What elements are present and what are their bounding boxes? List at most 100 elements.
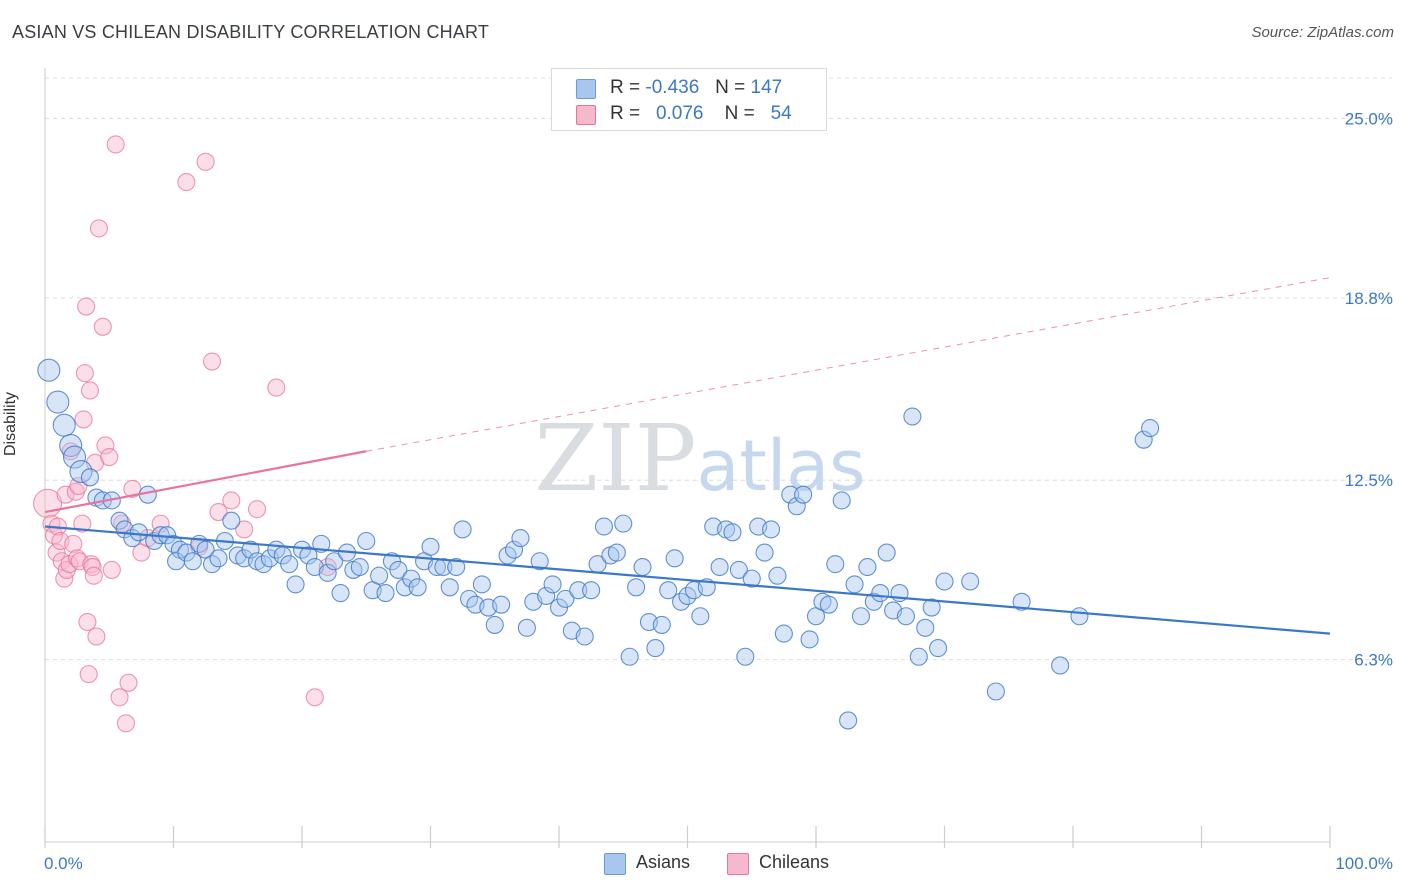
asians-point [543, 575, 562, 594]
chileans-point [119, 673, 138, 692]
asians-point [736, 647, 755, 666]
asians-point [896, 607, 916, 626]
chileans-point [74, 410, 93, 429]
asians-point [504, 540, 524, 559]
asians-point [350, 557, 369, 577]
asians-point [421, 537, 440, 556]
chileans-point [80, 381, 100, 400]
chileans-legend-swatch [727, 853, 749, 875]
chileans-point [93, 317, 112, 336]
asians-point [511, 529, 530, 548]
asians-point [318, 563, 337, 582]
asians-point [742, 569, 761, 588]
r-value: -0.436 [645, 77, 700, 98]
source-label: Source: ZipAtlas.com [1251, 24, 1394, 41]
asians-point [729, 560, 748, 579]
y-tick-label: 12.5% [1345, 471, 1393, 490]
asians-point [755, 543, 774, 562]
asians-point [569, 581, 588, 600]
asians-point [370, 566, 389, 585]
asians-point [575, 627, 594, 646]
asians-point [1051, 656, 1070, 675]
asians-point [537, 586, 556, 606]
stats-legend: R = -0.436 N = 147 R = 0.076 N = 54 [551, 68, 827, 131]
asians-point [80, 468, 100, 487]
asians-point [909, 647, 928, 666]
asians-point [961, 572, 980, 591]
asians-point [1070, 607, 1089, 626]
asians-point [408, 578, 427, 597]
asians-point [129, 523, 148, 542]
asians-point [556, 589, 575, 608]
asians-point [357, 531, 376, 551]
asians-point [209, 549, 228, 568]
x-tick-label: 100.0% [1335, 854, 1393, 873]
asians-point [1134, 430, 1153, 449]
legend-label-asians: Asians [636, 852, 691, 872]
asians-point [646, 639, 665, 658]
chileans-point [89, 219, 109, 238]
chileans-point [222, 491, 241, 510]
chileans-point [196, 152, 215, 171]
chileans-point [56, 485, 75, 504]
asians-point [63, 445, 87, 469]
r-label: R = [610, 103, 641, 124]
asians-point [761, 520, 781, 539]
asians-point [1012, 592, 1031, 611]
asians-point [659, 581, 678, 600]
chileans-point [305, 688, 324, 707]
asians-point [781, 485, 800, 504]
chileans-point [110, 688, 129, 707]
chileans-point [73, 514, 92, 533]
asians-point [652, 615, 671, 634]
asians-point [485, 615, 504, 634]
asians-point [794, 485, 813, 504]
asians-legend-swatch [604, 853, 626, 875]
asians-point [183, 552, 202, 571]
chileans-point [96, 436, 115, 455]
asians-point [530, 552, 549, 571]
asians-swatch [576, 79, 596, 99]
axes [44, 68, 1331, 848]
asians-point [858, 557, 877, 577]
y-tick-label: 18.8% [1345, 289, 1393, 308]
asians-point [877, 543, 896, 562]
asians-point [935, 572, 954, 591]
asians-point [607, 543, 626, 562]
asians-point [46, 390, 70, 414]
chileans-swatch [576, 105, 596, 125]
chileans-point [77, 297, 96, 316]
chileans-point [116, 714, 136, 733]
trend-lines [44, 277, 1331, 635]
asians-point [582, 581, 601, 600]
asians-point [845, 575, 864, 594]
chileans-point [47, 543, 66, 562]
chileans-point [235, 520, 254, 539]
chileans-points [33, 135, 337, 733]
asians-trend-line [44, 525, 1331, 635]
r-label: R = [610, 77, 641, 98]
asians-point [37, 358, 61, 382]
chileans-point [177, 173, 196, 192]
asians-point [69, 459, 93, 484]
asians-point [453, 520, 472, 539]
asians-point [440, 578, 459, 597]
legend-label-chileans: Chileans [759, 852, 830, 872]
asians-points [37, 358, 1160, 730]
asians-point [710, 557, 729, 577]
asians-point [434, 557, 453, 577]
chileans-point [106, 135, 125, 154]
chileans-point [78, 612, 97, 632]
chileans-trend-extension [366, 277, 1331, 452]
asians-point [331, 584, 350, 603]
asians-point [826, 555, 845, 574]
asians-point [774, 624, 793, 643]
asians-point [614, 514, 633, 533]
chileans-point [100, 448, 119, 467]
chileans-point [75, 364, 94, 383]
asians-point [633, 557, 652, 577]
asians-point [241, 540, 260, 559]
asians-point [222, 511, 241, 530]
asians-point [325, 552, 344, 571]
n-label: N = [724, 103, 755, 124]
